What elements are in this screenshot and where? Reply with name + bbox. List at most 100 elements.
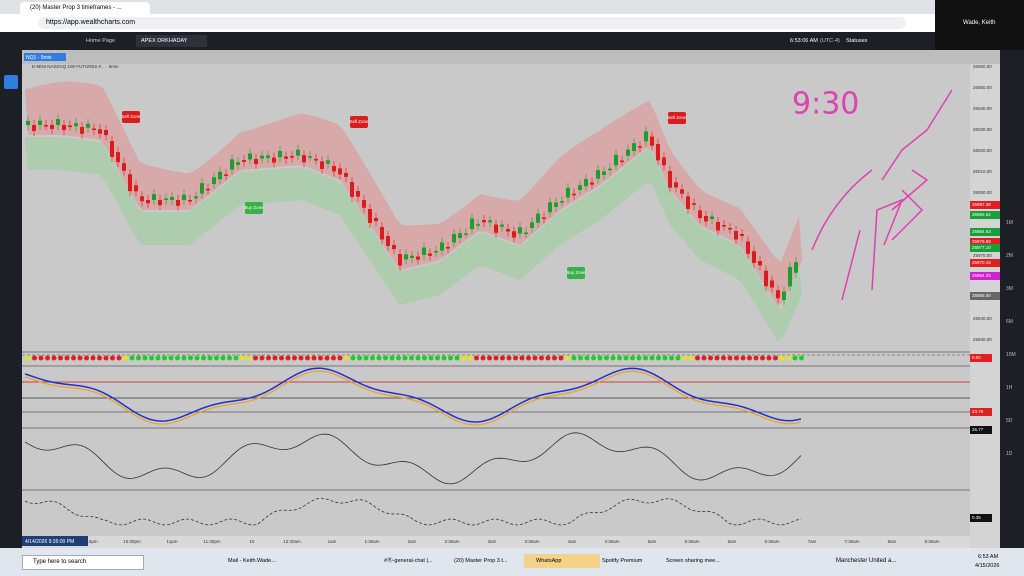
app-toolbar: Home Page APEX DRKHADAY 6:53:06 AM (UTC-…	[0, 32, 1024, 50]
panel-value-tag	[970, 514, 992, 522]
price-tag-label: 25964.25	[972, 273, 991, 278]
signal-dot	[376, 355, 382, 361]
signal-dot	[84, 355, 89, 361]
clock-date: 4/15/2026	[975, 563, 1000, 569]
signal-dot	[409, 355, 414, 361]
range-button[interactable]: 5D	[1006, 418, 1013, 424]
signal-dot	[77, 355, 83, 361]
app-tab[interactable]: Home Page	[86, 38, 116, 44]
price-tag-label: 25997.28	[972, 202, 991, 207]
candle	[80, 127, 84, 134]
description: E-MINI NASDAQ 100 FUTURES F... · 5min	[32, 64, 119, 69]
panel-value-tag	[970, 354, 992, 362]
signal-dot	[506, 355, 512, 361]
candle	[686, 196, 690, 209]
candle	[416, 256, 420, 260]
signal-dot	[207, 355, 213, 361]
left-sidebar	[0, 50, 22, 548]
panel-value: 0.00	[972, 355, 981, 360]
candle	[362, 200, 366, 208]
candle	[218, 171, 222, 180]
candle	[476, 224, 480, 226]
candle	[494, 224, 498, 233]
price-tick-label: 25930.00	[973, 337, 992, 342]
candle	[590, 182, 594, 185]
zone-badge	[122, 111, 140, 123]
signal-dot	[474, 355, 479, 361]
add-button[interactable]	[4, 75, 18, 89]
signal-dot	[734, 355, 739, 361]
signal-dot	[129, 355, 135, 361]
candle	[182, 194, 186, 200]
range-button[interactable]: 6M	[1006, 319, 1013, 325]
time-tick-label: 4:30am	[604, 539, 619, 544]
taskbar-app[interactable]: WhatsApp	[524, 554, 600, 568]
status[interactable]: Statuses	[846, 38, 868, 44]
price-tag	[970, 228, 1000, 236]
range-button[interactable]: 2M	[1006, 253, 1013, 259]
symbol: NQ1 - 5min	[26, 55, 52, 61]
range-button[interactable]: 3M	[1006, 286, 1013, 292]
taskbar-app[interactable]: Screen sharing mee...	[666, 558, 720, 564]
range-button[interactable]: 1M	[1006, 220, 1013, 226]
candle	[524, 232, 528, 235]
time-tick-label: 2am	[408, 539, 417, 544]
price-tag-label: 25977.10	[972, 245, 991, 250]
candle	[488, 220, 492, 223]
chart: NQ1 - 5min E-MINI NASDAQ 100 FUTURES F..…	[22, 50, 1000, 548]
chart-bg	[22, 50, 1000, 548]
candle	[110, 141, 114, 157]
candle	[302, 155, 306, 163]
candle	[380, 227, 384, 240]
taskbar-app[interactable]: #Ⓡ-general-chat |...	[384, 558, 433, 564]
app-tab[interactable]: APEX DRKHADAY	[136, 35, 207, 47]
signal-dot	[90, 355, 96, 361]
search-box[interactable]: Type here to search	[22, 555, 144, 570]
signal-dot	[331, 355, 336, 361]
signal-dot	[402, 355, 408, 361]
candle	[782, 291, 786, 300]
range-button[interactable]: 1D	[1006, 451, 1013, 457]
candle	[596, 170, 600, 179]
clock: 6:53:06 AM	[790, 38, 818, 44]
candle	[116, 152, 120, 163]
signal-dot	[389, 355, 395, 361]
price-tag-label: 25970.15	[972, 260, 991, 265]
signal-dot	[675, 355, 681, 361]
candle	[344, 173, 348, 177]
time-tick-label: 2:30am	[444, 539, 459, 544]
candle	[764, 270, 768, 287]
oscillator-fast	[24, 370, 802, 426]
taskbar-app[interactable]: Spotify Premium	[602, 558, 643, 564]
signal-dot	[162, 355, 167, 361]
range-button[interactable]: 1H	[1006, 385, 1013, 391]
signal-dot	[714, 355, 720, 361]
signal-dot	[142, 355, 148, 361]
candle	[50, 125, 54, 130]
price-tick-label: 26030.00	[973, 127, 992, 132]
range-button[interactable]: 10M	[1006, 352, 1016, 358]
news[interactable]: Manchester United a...	[836, 558, 897, 564]
candle	[128, 174, 132, 192]
signal-dot	[578, 355, 583, 361]
signal-dot	[539, 355, 544, 361]
taskbar-app[interactable]: Mail - Keith.Wade...	[228, 558, 276, 564]
candle	[566, 187, 570, 198]
signal-dot	[103, 355, 109, 361]
candle	[368, 209, 372, 223]
signal-dot	[350, 355, 356, 361]
signal-dot	[292, 355, 297, 361]
candle	[134, 185, 138, 192]
panel-value: 0.35	[972, 515, 981, 520]
signal-dot	[32, 355, 37, 361]
time-tick-label: 10pm	[86, 539, 98, 544]
cloud	[25, 137, 802, 342]
address-bar[interactable]: https://app.wealthcharts.com	[38, 17, 906, 29]
candle	[56, 119, 60, 125]
browser-tab[interactable]: (20) Master Prop 3 timeframes - ...	[20, 2, 150, 14]
signal-dot	[454, 355, 460, 361]
taskbar-app[interactable]: (20) Master Prop 3 t...	[454, 558, 508, 564]
candle	[398, 254, 402, 266]
time-tick-label: 4am	[568, 539, 577, 544]
signal-dot	[38, 355, 44, 361]
